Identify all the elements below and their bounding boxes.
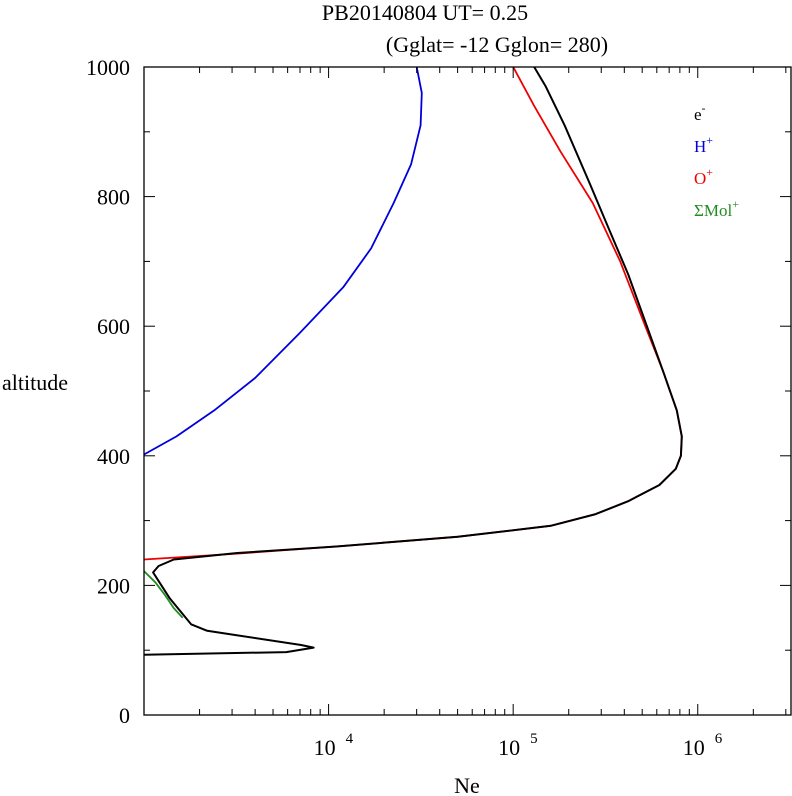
legend-superscript: - bbox=[702, 101, 706, 115]
x-tick-exponent: 5 bbox=[530, 731, 538, 747]
legend-entry: H+ bbox=[694, 133, 713, 156]
y-tick-label: 600 bbox=[97, 314, 130, 339]
y-tick-label: 1000 bbox=[86, 55, 130, 80]
chart-subtitle: (Gglat= -12 Gglon= 280) bbox=[386, 32, 608, 57]
y-tick-label: 0 bbox=[119, 703, 130, 728]
legend-superscript: + bbox=[706, 165, 713, 179]
y-tick-label: 800 bbox=[97, 185, 130, 210]
x-axis-label: Ne bbox=[454, 773, 480, 796]
x-tick-label: 10 bbox=[498, 735, 520, 760]
legend-superscript: + bbox=[732, 197, 739, 211]
legend-entry: ΣMol+ bbox=[694, 197, 739, 220]
y-axis-label: altitude bbox=[2, 370, 68, 395]
y-axis: 0 200 400 600 800 1000 bbox=[86, 55, 791, 728]
plot-frame bbox=[143, 66, 792, 716]
legend-entry: e- bbox=[694, 101, 706, 124]
series-line-e bbox=[144, 67, 683, 656]
series-line-mol-plus bbox=[144, 570, 184, 619]
x-axis: 10 4 10 5 10 6 bbox=[199, 67, 787, 760]
x-tick-label: 10 bbox=[683, 735, 705, 760]
legend-entry: O+ bbox=[694, 165, 713, 188]
x-tick-exponent: 4 bbox=[346, 731, 354, 747]
x-tick-label: 10 bbox=[314, 735, 336, 760]
series-line-h-plus bbox=[144, 67, 423, 456]
legend: e- H+ O+ ΣMol+ bbox=[694, 101, 739, 220]
y-tick-label: 200 bbox=[97, 573, 130, 598]
plot-area bbox=[144, 67, 683, 656]
series-line-o-plus bbox=[144, 67, 683, 561]
chart-title: PB20140804 UT= 0.25 bbox=[322, 0, 528, 25]
y-tick-label: 400 bbox=[97, 444, 130, 469]
legend-superscript: + bbox=[706, 133, 713, 147]
x-tick-exponent: 6 bbox=[715, 731, 723, 747]
